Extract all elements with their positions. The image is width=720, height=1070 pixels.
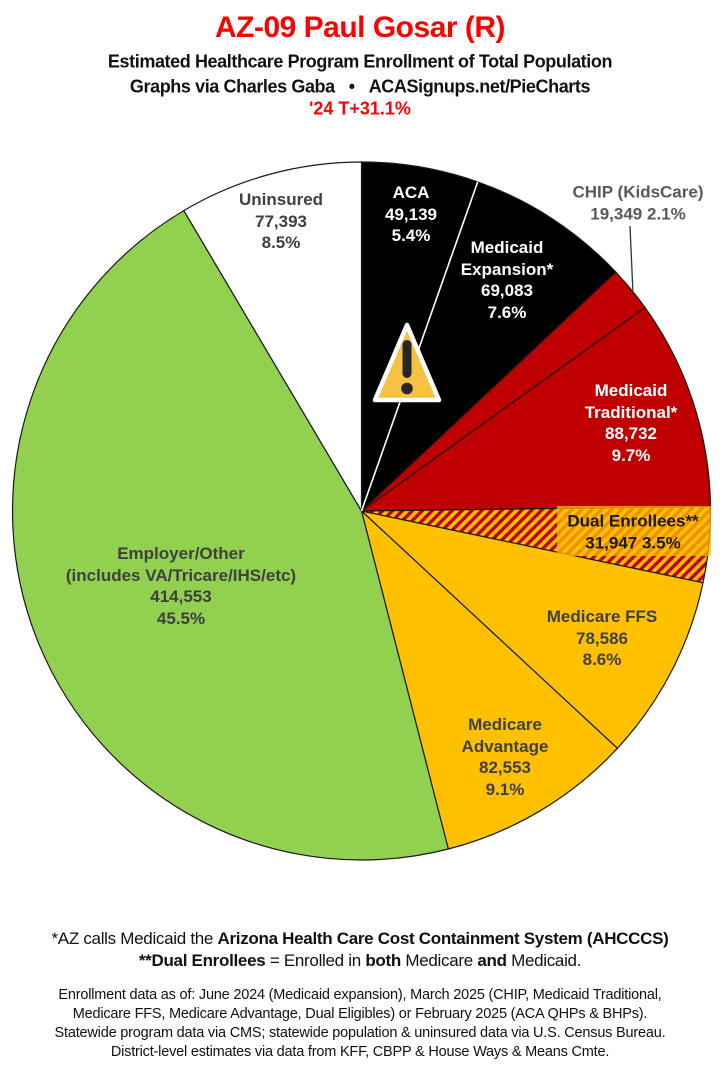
slice-label-medicaid-expansion: Medicaid Expansion* 69,083 7.6% — [460, 238, 554, 322]
slice-label-chip: CHIP (KidsCare) 19,349 2.1% — [572, 182, 704, 224]
footnote-dual-term: **Dual Enrollees — [138, 951, 266, 970]
footnote-dual-end: Medicaid. — [506, 951, 582, 970]
chip-leader-line — [629, 225, 634, 295]
slice-label-medicare-advantage: Medicare Advantage 82,553 9.1% — [461, 715, 549, 799]
footnote-dual-and: and — [477, 951, 507, 970]
byline-author: Graphs via Charles Gaba — [129, 76, 335, 97]
slice-divider-line — [360, 181, 479, 512]
slice-label-dual-enrollees: Dual Enrollees** 31,947 3.5% — [567, 511, 699, 553]
source-note-line1: Enrollment data as of: June 2024 (Medica… — [58, 987, 662, 1003]
slice-label-employer-other: Employer/Other (includes VA/Tricare/IHS/e… — [65, 544, 297, 628]
slice-label-uninsured: Uninsured 77,393 8.5% — [238, 189, 324, 252]
page-title: AZ-09 Paul Gosar (R) — [214, 11, 506, 44]
source-note-line2: Medicare FFS, Medicare Advantage, Dual E… — [72, 1006, 648, 1022]
pie-slice-employer-other — [11, 210, 449, 861]
slice-label-medicare-ffs: Medicare FFS 78,586 8.6% — [546, 606, 658, 669]
pie-slice-medicare-advantage — [360, 510, 618, 850]
source-note-line4: District-level estimates via data from K… — [110, 1044, 610, 1060]
dual-enrollees-label-box — [557, 506, 711, 556]
warning-triangle-icon — [372, 322, 442, 403]
byline: Graphs via Charles Gaba • ACASignups.net/P… — [129, 76, 591, 98]
footnote-dual: **Dual Enrollees = Enrolled in both Medi… — [138, 951, 582, 971]
footnote-ahcccs: *AZ calls Medicaid the Arizona Health Ca… — [51, 929, 668, 949]
footnote-dual-mid1: = Enrolled in — [265, 951, 366, 970]
pie-slice-medicaid-traditional — [360, 307, 712, 512]
footnote-ahcccs-pre: *AZ calls Medicaid the — [51, 929, 218, 948]
source-note-line3: Statewide program data via CMS; statewid… — [54, 1025, 666, 1041]
slice-label-medicaid-traditional: Medicaid Traditional* 88,732 9.7% — [584, 381, 678, 465]
pie-slice-uninsured — [183, 161, 363, 512]
byline-site: ACASignups.net/PieCharts — [368, 76, 591, 97]
pie-slice-medicaid-expansion — [360, 181, 617, 512]
footnote-dual-mid2: Medicare — [400, 951, 478, 970]
footnote-dual-both: both — [365, 951, 401, 970]
pie-slice-medicare-ffs — [360, 510, 704, 749]
bullet-separator-icon: • — [348, 76, 355, 97]
delta-label: '24 T+31.1% — [309, 98, 411, 119]
subtitle: Estimated Healthcare Program Enrollment … — [107, 51, 613, 72]
footnote-ahcccs-bold: Arizona Health Care Cost Containment Sys… — [217, 929, 669, 948]
slice-label-aca: ACA 49,139 5.4% — [385, 182, 437, 245]
